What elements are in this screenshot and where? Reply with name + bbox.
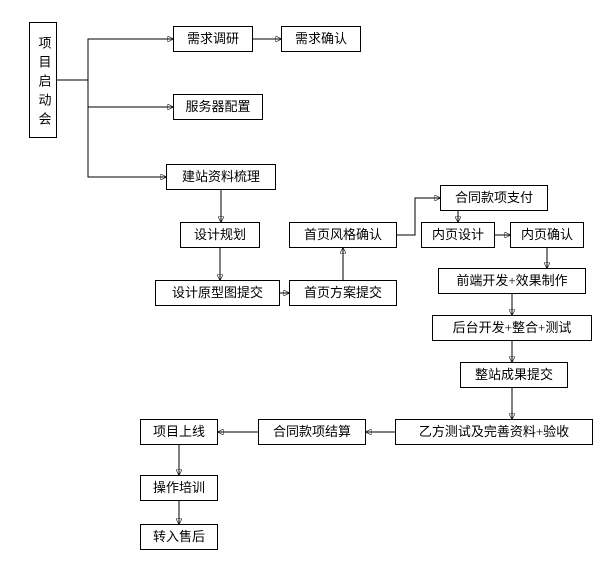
node-n_conf: 需求确认 — [281, 26, 361, 52]
node-n_mat: 建站资料梳理 — [166, 164, 276, 190]
node-n_proto: 设计原型图提交 — [155, 280, 280, 306]
node-n_set: 合同款项结算 — [258, 419, 366, 445]
node-n_test: 乙方测试及完善资料+验收 — [395, 419, 593, 445]
edge-start-to-n_srv — [57, 80, 173, 107]
node-n_after: 转入售后 — [140, 524, 218, 550]
node-n_in: 内页设计 — [421, 222, 495, 248]
node-n_sub: 整站成果提交 — [460, 362, 568, 388]
node-n_plan: 设计规划 — [180, 222, 260, 248]
node-n_pay: 合同款项支付 — [440, 185, 548, 211]
node-start: 项目启动会 — [29, 22, 57, 138]
edge-start-to-n_req — [57, 39, 173, 80]
flowchart-canvas: 项目启动会 需求调研 需求确认服务器配置建站资料梳理设计规划设计原型图提交首页方案提… — [0, 0, 616, 566]
node-n_req: 需求调研 — [173, 26, 253, 52]
node-n_live: 项目上线 — [140, 419, 218, 445]
node-n_hpok: 首页风格确认 — [289, 222, 397, 248]
node-n_inok: 内页确认 — [510, 222, 584, 248]
node-n_be: 后台开发+整合+测试 — [432, 315, 592, 341]
edge-start-to-n_mat — [57, 80, 166, 177]
node-n_train: 操作培训 — [140, 475, 218, 501]
node-n_hp: 首页方案提交 — [289, 280, 397, 306]
node-n_srv: 服务器配置 — [173, 94, 263, 120]
node-n_fe: 前端开发+效果制作 — [438, 268, 586, 294]
